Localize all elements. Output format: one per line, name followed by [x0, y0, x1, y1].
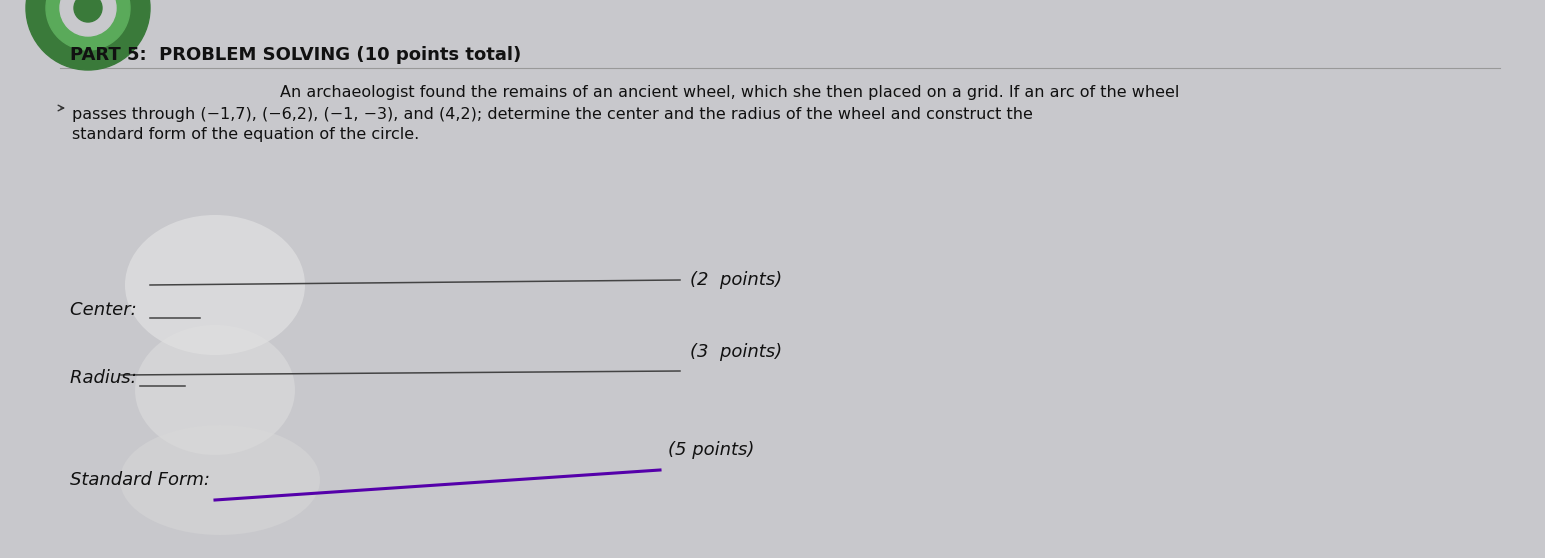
- Circle shape: [26, 0, 150, 70]
- Text: Center:: Center:: [70, 301, 142, 319]
- Text: (5 points): (5 points): [667, 441, 754, 459]
- Text: passes through (−1,7), (−6,2), (−1, −3), and (4,2); determine the center and the: passes through (−1,7), (−6,2), (−1, −3),…: [73, 107, 1034, 122]
- Circle shape: [74, 0, 102, 22]
- Ellipse shape: [121, 425, 320, 535]
- Circle shape: [60, 0, 116, 36]
- Text: PART 5:  PROBLEM SOLVING (10 points total): PART 5: PROBLEM SOLVING (10 points total…: [70, 46, 521, 64]
- Text: standard form of the equation of the circle.: standard form of the equation of the cir…: [73, 127, 419, 142]
- Text: Radius:: Radius:: [70, 369, 142, 387]
- Text: (2  points): (2 points): [691, 271, 782, 289]
- Text: Standard Form:: Standard Form:: [70, 471, 216, 489]
- Ellipse shape: [134, 325, 295, 455]
- Text: An archaeologist found the remains of an ancient wheel, which she then placed on: An archaeologist found the remains of an…: [280, 85, 1179, 100]
- Ellipse shape: [125, 215, 304, 355]
- Circle shape: [46, 0, 130, 50]
- Text: (3  points): (3 points): [691, 343, 782, 361]
